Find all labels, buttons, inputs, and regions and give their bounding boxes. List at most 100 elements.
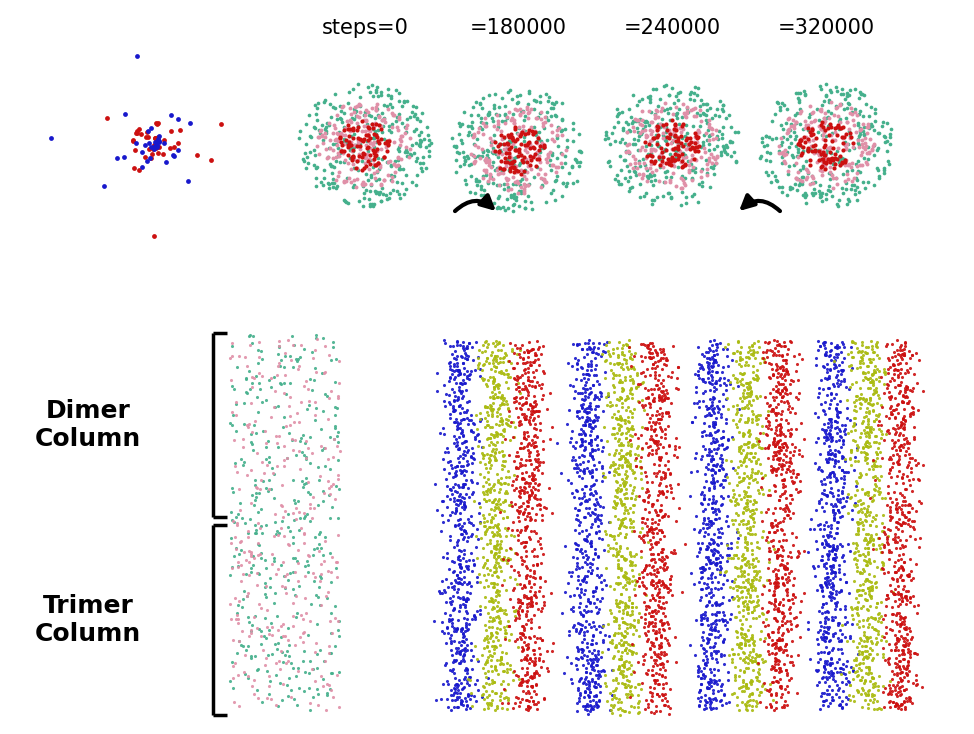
Point xyxy=(631,607,647,619)
Point xyxy=(361,164,377,175)
Point xyxy=(825,552,841,564)
Point xyxy=(849,478,865,490)
Point xyxy=(506,108,521,120)
Point xyxy=(475,128,491,140)
Point xyxy=(513,597,529,608)
Point xyxy=(572,673,587,685)
Point xyxy=(583,540,599,552)
Point xyxy=(707,497,723,509)
Point xyxy=(772,101,788,113)
Point xyxy=(781,567,797,578)
Point xyxy=(481,154,497,166)
Point xyxy=(500,511,515,523)
Point xyxy=(270,437,285,449)
Point xyxy=(360,106,376,117)
Point xyxy=(638,136,654,148)
Point xyxy=(785,449,801,461)
Point xyxy=(489,539,505,550)
Point xyxy=(271,341,286,353)
Point xyxy=(520,700,536,712)
Point xyxy=(760,628,775,639)
Point xyxy=(895,639,911,651)
Point xyxy=(647,424,662,436)
Point xyxy=(529,146,544,158)
Point xyxy=(251,623,267,635)
Point xyxy=(843,364,858,376)
Point xyxy=(762,683,777,695)
Point xyxy=(855,393,871,405)
Point xyxy=(249,390,265,402)
Point xyxy=(351,98,366,109)
Point xyxy=(727,550,742,562)
Point xyxy=(572,589,587,601)
Point xyxy=(768,637,783,649)
Point xyxy=(590,520,606,532)
Point xyxy=(614,361,629,373)
Point xyxy=(649,650,664,661)
Point xyxy=(704,371,720,382)
Point xyxy=(533,139,548,151)
Point xyxy=(900,518,916,530)
Point xyxy=(701,562,717,574)
Point xyxy=(486,542,502,554)
Point xyxy=(462,675,477,686)
Point xyxy=(898,623,914,635)
Point xyxy=(848,559,864,570)
Point xyxy=(690,131,705,143)
Point xyxy=(787,109,803,121)
Point xyxy=(528,405,543,417)
Point xyxy=(579,625,594,636)
Point xyxy=(228,511,244,523)
Point xyxy=(447,467,463,479)
Point xyxy=(766,446,781,458)
Point xyxy=(840,168,855,180)
Point xyxy=(781,594,797,606)
Point xyxy=(577,633,592,644)
Point xyxy=(870,144,885,156)
Point xyxy=(770,452,786,464)
Point xyxy=(523,359,539,371)
Point xyxy=(834,668,849,680)
Point xyxy=(856,629,872,641)
Point xyxy=(889,419,905,431)
Point xyxy=(351,99,366,111)
Point xyxy=(708,675,724,686)
Point xyxy=(693,171,708,183)
Point xyxy=(493,392,508,404)
Point xyxy=(237,585,252,597)
Point xyxy=(468,640,483,652)
Point xyxy=(490,702,506,713)
Point xyxy=(875,680,890,692)
Point xyxy=(495,554,510,566)
Point xyxy=(523,159,539,171)
Point xyxy=(618,606,634,618)
Point xyxy=(574,583,589,595)
Point xyxy=(703,628,719,640)
Point xyxy=(455,599,470,611)
Point xyxy=(503,337,518,349)
Point xyxy=(471,150,487,161)
Point xyxy=(482,172,498,184)
Point xyxy=(702,699,718,711)
Point xyxy=(490,539,506,551)
Point xyxy=(769,520,785,531)
Point xyxy=(565,601,581,613)
Point xyxy=(855,176,871,188)
Point xyxy=(849,174,865,186)
Point xyxy=(646,669,661,680)
Point xyxy=(574,492,589,504)
Point xyxy=(876,526,891,538)
Point xyxy=(720,666,735,678)
Point xyxy=(486,373,502,385)
Point xyxy=(508,451,524,462)
Point xyxy=(475,189,491,200)
Point xyxy=(692,371,707,383)
Point xyxy=(296,478,312,490)
Point xyxy=(511,159,527,170)
Point xyxy=(817,576,833,588)
Point xyxy=(459,488,474,500)
Point xyxy=(521,178,537,189)
Point xyxy=(614,495,629,506)
Point xyxy=(675,182,691,194)
Point xyxy=(723,454,738,466)
